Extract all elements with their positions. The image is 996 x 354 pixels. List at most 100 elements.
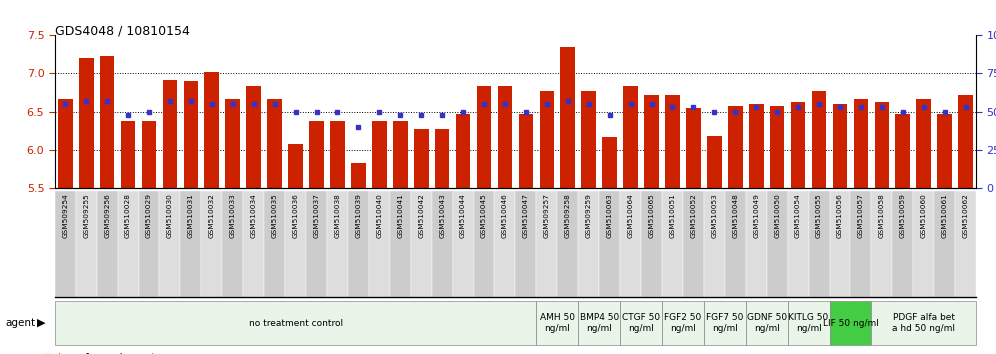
Bar <box>561 47 575 188</box>
Bar <box>770 106 785 188</box>
Bar <box>749 104 764 188</box>
Text: GSM510055: GSM510055 <box>816 193 822 238</box>
Text: GSM510052: GSM510052 <box>690 193 696 238</box>
Text: GSM510029: GSM510029 <box>146 193 152 238</box>
Bar <box>791 102 806 188</box>
Text: GSM510047: GSM510047 <box>523 193 529 238</box>
Text: GSM510058: GSM510058 <box>878 193 884 238</box>
Text: GSM510043: GSM510043 <box>439 193 445 238</box>
Text: GSM510057: GSM510057 <box>858 193 864 238</box>
Text: GSM509259: GSM509259 <box>586 193 592 238</box>
Text: no treatment control: no treatment control <box>249 319 343 327</box>
Bar <box>309 121 324 188</box>
Bar <box>204 72 219 188</box>
Bar <box>707 136 722 188</box>
Bar <box>519 114 533 188</box>
Bar <box>477 86 491 188</box>
Bar <box>141 121 156 188</box>
Text: KITLG 50
ng/ml: KITLG 50 ng/ml <box>789 313 829 333</box>
Text: CTGF 50
ng/ml: CTGF 50 ng/ml <box>622 313 660 333</box>
Bar <box>456 114 470 188</box>
Text: GSM509256: GSM509256 <box>105 193 111 238</box>
Text: GSM510049: GSM510049 <box>753 193 759 238</box>
Text: FGF7 50
ng/ml: FGF7 50 ng/ml <box>706 313 743 333</box>
Text: GSM510065: GSM510065 <box>648 193 654 238</box>
Bar <box>874 102 889 188</box>
Text: GSM510033: GSM510033 <box>230 193 236 238</box>
Bar <box>582 91 596 188</box>
Bar <box>372 121 386 188</box>
Text: GSM510040: GSM510040 <box>376 193 382 238</box>
Text: GSM509255: GSM509255 <box>84 193 90 238</box>
Bar <box>958 95 973 188</box>
Text: GSM510054: GSM510054 <box>795 193 801 238</box>
Text: GSM510035: GSM510035 <box>272 193 278 238</box>
Text: GSM510045: GSM510045 <box>481 193 487 238</box>
Bar <box>351 163 366 188</box>
Bar <box>895 114 910 188</box>
Text: GSM510061: GSM510061 <box>941 193 947 238</box>
Bar <box>623 86 637 188</box>
Bar <box>728 106 743 188</box>
Text: BMP4 50
ng/ml: BMP4 50 ng/ml <box>580 313 619 333</box>
Text: GSM510048: GSM510048 <box>732 193 738 238</box>
Bar <box>916 98 931 188</box>
Bar <box>267 98 282 188</box>
Text: GSM510046: GSM510046 <box>502 193 508 238</box>
Text: GSM510039: GSM510039 <box>356 193 362 238</box>
Bar <box>79 58 94 188</box>
Text: GSM509257: GSM509257 <box>544 193 550 238</box>
Text: LIF 50 ng/ml: LIF 50 ng/ml <box>823 319 878 327</box>
Bar <box>665 95 680 188</box>
Bar <box>414 129 428 188</box>
Text: GSM510056: GSM510056 <box>837 193 843 238</box>
Bar <box>225 98 240 188</box>
Text: GSM510038: GSM510038 <box>335 193 341 238</box>
Text: GSM510060: GSM510060 <box>920 193 926 238</box>
Text: GSM510063: GSM510063 <box>607 193 613 238</box>
Text: GSM510044: GSM510044 <box>460 193 466 238</box>
Text: ■: ■ <box>43 353 54 354</box>
Text: GSM510037: GSM510037 <box>314 193 320 238</box>
Text: GSM510034: GSM510034 <box>251 193 257 238</box>
Text: GSM510036: GSM510036 <box>293 193 299 238</box>
Bar <box>540 91 554 188</box>
Text: GSM510041: GSM510041 <box>397 193 403 238</box>
Text: GSM510032: GSM510032 <box>209 193 215 238</box>
Bar <box>435 129 449 188</box>
Bar <box>162 80 177 188</box>
Bar <box>183 81 198 188</box>
Text: GSM510059: GSM510059 <box>899 193 905 238</box>
Text: GSM510030: GSM510030 <box>167 193 173 238</box>
Bar <box>100 56 115 188</box>
Text: GSM510031: GSM510031 <box>188 193 194 238</box>
Text: PDGF alfa bet
a hd 50 ng/ml: PDGF alfa bet a hd 50 ng/ml <box>892 313 955 333</box>
Bar <box>603 137 617 188</box>
Bar <box>937 114 952 188</box>
Bar <box>854 98 869 188</box>
Text: GSM509258: GSM509258 <box>565 193 571 238</box>
Bar <box>121 121 135 188</box>
Text: GDNF 50
ng/ml: GDNF 50 ng/ml <box>747 313 787 333</box>
Text: GSM509254: GSM509254 <box>62 193 69 238</box>
Bar <box>833 104 848 188</box>
Text: agent: agent <box>5 318 35 328</box>
Text: GSM510051: GSM510051 <box>669 193 675 238</box>
Text: GSM510053: GSM510053 <box>711 193 717 238</box>
Text: GSM510042: GSM510042 <box>418 193 424 238</box>
Text: GDS4048 / 10810154: GDS4048 / 10810154 <box>55 25 189 38</box>
Text: ▶: ▶ <box>37 318 46 328</box>
Text: GSM510064: GSM510064 <box>627 193 633 238</box>
Text: GSM510028: GSM510028 <box>125 193 131 238</box>
Text: FGF2 50
ng/ml: FGF2 50 ng/ml <box>664 313 701 333</box>
Bar <box>686 108 701 188</box>
Bar <box>812 91 827 188</box>
Text: AMH 50
ng/ml: AMH 50 ng/ml <box>540 313 575 333</box>
Bar <box>393 121 407 188</box>
Text: transformed count: transformed count <box>58 353 155 354</box>
Bar <box>288 144 303 188</box>
Text: GSM510050: GSM510050 <box>774 193 780 238</box>
Bar <box>58 98 73 188</box>
Bar <box>498 86 512 188</box>
Text: GSM510062: GSM510062 <box>962 193 969 238</box>
